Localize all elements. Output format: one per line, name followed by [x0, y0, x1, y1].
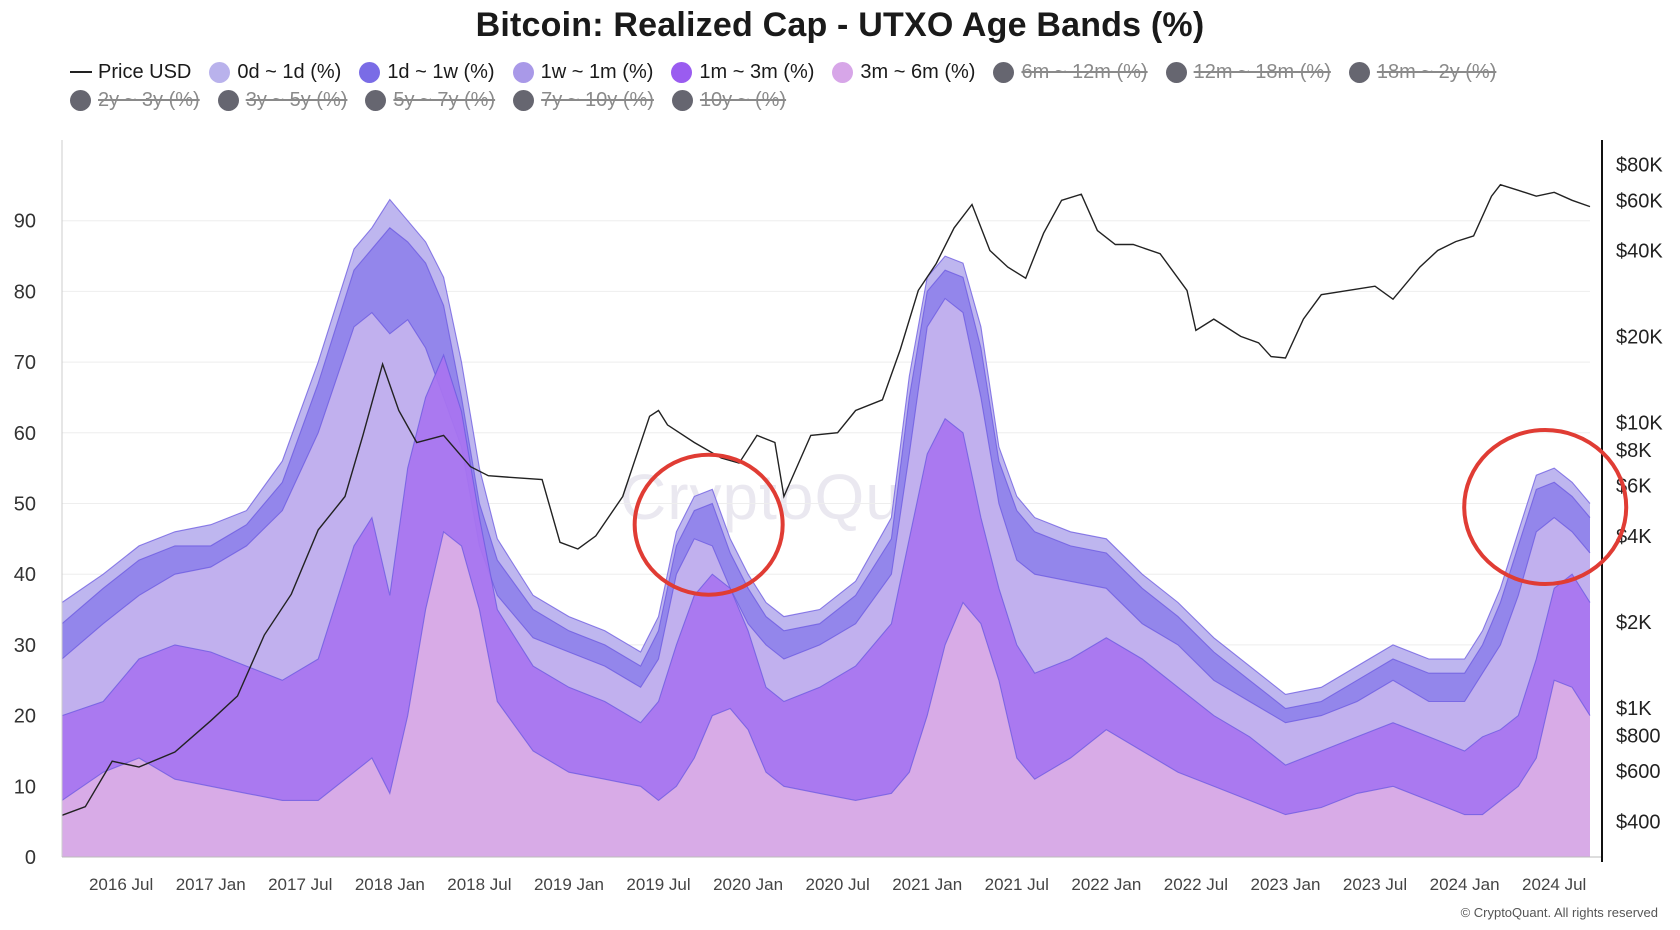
chart-title: Bitcoin: Realized Cap - UTXO Age Bands (… [475, 6, 1205, 44]
y-left-tick-label: 90 [14, 211, 36, 233]
series-dot-icon [209, 61, 231, 83]
legend-item[interactable]: 5y ~ 7y (%) [365, 89, 495, 112]
legend-label: 10y ~ (%) [699, 88, 787, 111]
y-right-tick-label: $10K [1616, 412, 1663, 434]
x-tick-label: 2022 Jul [1164, 875, 1228, 894]
legend-item[interactable]: 1m ~ 3m (%) [671, 61, 814, 84]
y-left-tick-label: 80 [14, 281, 36, 303]
series-dot-icon [512, 61, 534, 83]
y-right-tick-label: $20K [1616, 326, 1663, 348]
y-right-tick-label: $2K [1616, 612, 1652, 634]
y-right-tick-label: $40K [1616, 241, 1663, 263]
band-edge [61, 353, 1591, 766]
series-dot-icon [359, 61, 381, 83]
y-right-tick-label: $1K [1616, 698, 1652, 720]
x-tick-label: 2023 Jan [1250, 875, 1320, 894]
legend-label: 12m ~ 18m (%) [1193, 60, 1331, 83]
series-dot-icon [70, 89, 91, 111]
legend-label: 0d ~ 1d (%) [237, 60, 342, 83]
band-edge [61, 198, 1591, 695]
band-edge [61, 227, 1591, 710]
y-left-tick-label: 30 [14, 635, 36, 657]
y-left-tick-label: 0 [25, 847, 36, 869]
legend-label: 1m ~ 3m (%) [699, 60, 815, 83]
legend-item[interactable]: 3y ~ 5y (%) [217, 88, 348, 112]
y-right-tick-label: $600 [1616, 761, 1661, 783]
legend-item[interactable]: 3m ~ 6m (%) [832, 61, 975, 84]
legend-label: 1d ~ 1w (%) [387, 60, 495, 83]
y-left-tick-label: 70 [14, 352, 36, 374]
x-tick-label: 2022 Jan [1071, 875, 1141, 894]
series-dot-icon [217, 89, 239, 111]
x-tick-label: 2018 Jul [447, 875, 511, 894]
x-tick-label: 2021 Jan [892, 875, 962, 894]
x-tick-label: 2018 Jan [355, 875, 425, 894]
legend-item[interactable]: Price USD [70, 61, 191, 84]
series-dot-icon [1348, 61, 1370, 83]
legend-item[interactable]: 0d ~ 1d (%) [209, 61, 341, 84]
band-area [62, 531, 1590, 857]
legend-item[interactable]: 7y ~ 10y (%) [513, 89, 654, 112]
legend-item[interactable]: 1d ~ 1w (%) [359, 60, 495, 84]
series-dot-icon [993, 61, 1015, 83]
legend-item[interactable]: 18m ~ 2y (%) [1348, 60, 1497, 84]
x-tick-label: 2023 Jul [1343, 875, 1407, 894]
y-left-tick-label: 20 [14, 706, 36, 728]
x-tick-label: 2019 Jan [534, 875, 604, 894]
x-tick-label: 2017 Jan [176, 875, 246, 894]
annotation-circle [632, 452, 785, 597]
x-tick-label: 2021 Jul [985, 875, 1049, 894]
y-right-tick-label: $80K [1616, 155, 1663, 177]
band-edge [61, 297, 1591, 724]
x-tick-label: 2024 Jan [1430, 875, 1500, 894]
x-tick-label: 2017 Jul [268, 875, 332, 894]
band-edge [61, 530, 1591, 816]
chart-legend: Price USD 0d ~ 1d (%) 1d ~ 1w (%) 1w ~ 1m (… [70, 58, 1620, 114]
x-tick-label: 2024 Jul [1522, 875, 1586, 894]
legend-item[interactable]: 6m ~ 12m (%) [993, 60, 1148, 84]
line-marker-icon [70, 71, 92, 73]
series-dot-icon [513, 89, 535, 111]
y-left-tick-label: 10 [14, 776, 36, 798]
legend-item[interactable]: 10y ~ (%) [671, 88, 787, 112]
legend-label: 2y ~ 3y (%) [98, 88, 200, 111]
y-left-tick-label: 50 [14, 494, 36, 516]
y-left-tick-label: 60 [14, 423, 36, 445]
annotation-circle [1462, 428, 1629, 587]
copyright-notice: © CryptoQuant. All rights reserved [1460, 905, 1658, 920]
legend-label: 3m ~ 6m (%) [860, 60, 976, 83]
series-dot-icon [1165, 61, 1187, 83]
legend-label: 1w ~ 1m (%) [540, 60, 654, 83]
series-dot-icon [832, 61, 854, 83]
legend-item[interactable]: 1w ~ 1m (%) [512, 60, 654, 84]
legend-row: 2y ~ 3y (%) 3y ~ 5y (%) 5y ~ 7y (%) 7y ~ 10… [70, 86, 1620, 114]
y-right-tick-label: $60K [1616, 190, 1663, 212]
y-right-tick-label: $4K [1616, 526, 1652, 548]
legend-item[interactable]: 2y ~ 3y (%) [70, 89, 200, 112]
legend-label: 7y ~ 10y (%) [541, 88, 654, 111]
legend-row: Price USD 0d ~ 1d (%) 1d ~ 1w (%) 1w ~ 1m (… [70, 58, 1620, 86]
series-dot-icon [671, 89, 693, 111]
series-dot-icon [671, 61, 693, 83]
x-tick-label: 2019 Jul [626, 875, 690, 894]
legend-label: 3y ~ 5y (%) [245, 88, 348, 111]
price-line [61, 183, 1591, 816]
legend-label: 6m ~ 12m (%) [1021, 60, 1148, 83]
x-tick-label: 2016 Jul [89, 875, 153, 894]
y-left-tick-label: 40 [14, 564, 36, 586]
legend-item[interactable]: 12m ~ 18m (%) [1165, 60, 1331, 84]
y-right-tick-label: $8K [1616, 440, 1652, 462]
legend-label: 5y ~ 7y (%) [393, 88, 496, 111]
series-dot-icon [365, 89, 387, 111]
legend-label: Price USD [98, 60, 192, 83]
legend-label: 18m ~ 2y (%) [1376, 60, 1497, 83]
y-right-tick-label: $800 [1616, 725, 1661, 747]
y-right-tick-label: $400 [1616, 811, 1661, 833]
x-tick-label: 2020 Jan [713, 875, 783, 894]
x-tick-label: 2020 Jul [806, 875, 870, 894]
